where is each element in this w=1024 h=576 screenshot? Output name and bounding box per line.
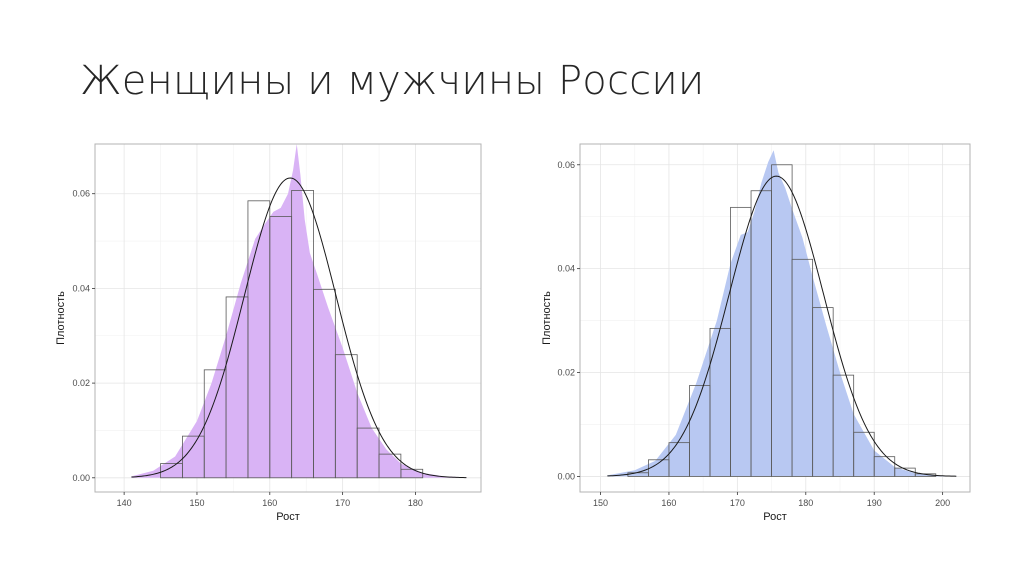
plot-border (94, 143, 482, 493)
density-area (607, 150, 957, 477)
x-tick-label: 140 (117, 498, 132, 508)
x-tick-label: 150 (189, 498, 204, 508)
x-tick-label: 180 (798, 498, 813, 508)
x-tick-label: 180 (408, 498, 423, 508)
x-tick-label: 160 (661, 498, 676, 508)
histogram-bar (832, 374, 855, 477)
y-tick-label: 0.02 (72, 378, 90, 388)
histogram-bar (356, 427, 380, 479)
x-tick-label: 170 (730, 498, 745, 508)
y-axis-label: Плотность (55, 291, 67, 345)
histogram-bar (378, 453, 402, 479)
women-height-histogram: 0.00 0.02 0.04 0.06 140 150 160 170 180 Рост Плотн… (55, 143, 482, 522)
y-tick-label: 0.06 (72, 189, 90, 199)
x-axis-label: Рост (276, 511, 300, 522)
x-tick-label: 160 (262, 498, 277, 508)
y-tick-label: 0.00 (557, 471, 575, 481)
y-tick-label: 0.02 (557, 368, 575, 378)
y-tick-label: 0.04 (557, 264, 575, 274)
y-axis-label: Плотность (541, 291, 553, 345)
x-axis-label: Рост (763, 511, 787, 522)
plot-border (579, 143, 971, 493)
axis-ticks: 0.00 0.02 0.04 0.06 140 150 160 170 180 (72, 189, 422, 508)
x-tick-label: 150 (593, 498, 608, 508)
x-tick-label: 170 (335, 498, 350, 508)
histogram-bar (873, 456, 896, 477)
histogram-bars (160, 190, 424, 479)
x-tick-label: 200 (935, 498, 950, 508)
y-tick-label: 0.00 (72, 473, 90, 483)
y-tick-label: 0.06 (557, 160, 575, 170)
histogram-bar (853, 431, 875, 477)
x-tick-label: 190 (867, 498, 882, 508)
y-tick-label: 0.04 (72, 283, 90, 293)
slide-title: Женщины и мужчины России (80, 58, 705, 104)
axis-ticks: 0.00 0.02 0.04 0.06 150 160 170 180 190 200 (557, 160, 950, 508)
normal-fit-curve (131, 177, 467, 479)
men-height-histogram: 0.00 0.02 0.04 0.06 150 160 170 180 190 200 Рост Пл… (541, 143, 971, 522)
histogram-bar (334, 354, 358, 479)
normal-fit-curve (607, 175, 957, 477)
density-area (131, 144, 467, 478)
histogram-bars (627, 164, 937, 477)
